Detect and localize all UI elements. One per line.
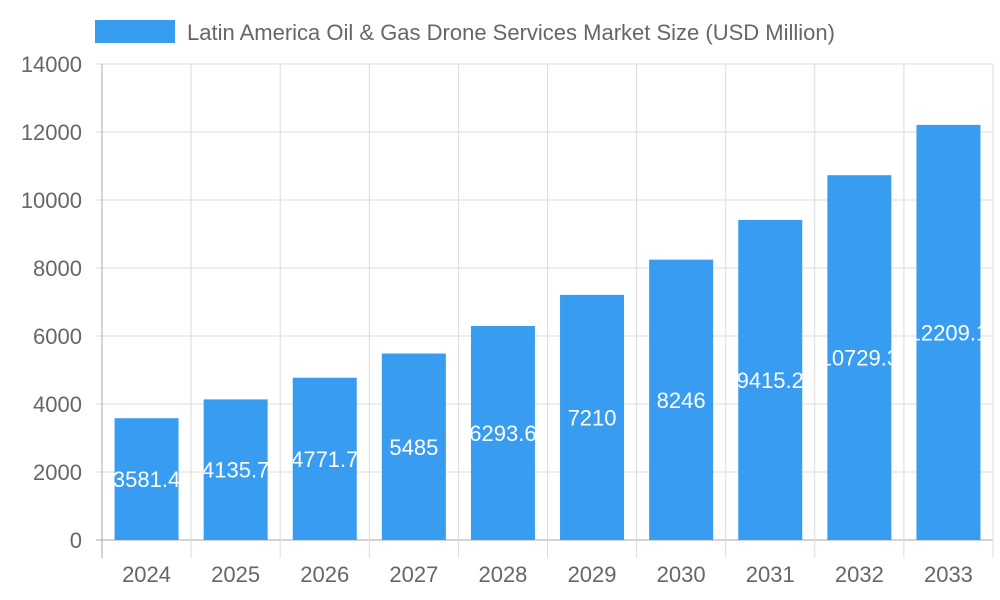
x-tick-label: 2024 bbox=[122, 562, 171, 587]
data-label: 3581.4 bbox=[113, 467, 180, 492]
y-tick-label: 6000 bbox=[33, 324, 82, 349]
data-label: 9415.2 bbox=[737, 368, 804, 393]
data-label: 5485 bbox=[389, 435, 438, 460]
data-label: 8246 bbox=[657, 388, 706, 413]
data-label: 7210 bbox=[568, 405, 617, 430]
y-tick-label: 4000 bbox=[33, 392, 82, 417]
data-label: 6293.6 bbox=[469, 421, 536, 446]
bar bbox=[292, 377, 357, 540]
bar bbox=[203, 399, 268, 540]
bar bbox=[560, 294, 625, 540]
legend[interactable]: Latin America Oil & Gas Drone Services M… bbox=[95, 20, 835, 45]
data-label: 12209.1 bbox=[909, 320, 989, 345]
x-tick-label: 2032 bbox=[835, 562, 884, 587]
bar bbox=[827, 175, 892, 540]
bar bbox=[916, 124, 981, 541]
x-tick-label: 2027 bbox=[389, 562, 438, 587]
bar bbox=[381, 353, 446, 540]
y-tick-label: 14000 bbox=[21, 52, 82, 77]
x-tick-label: 2030 bbox=[657, 562, 706, 587]
x-tick-label: 2028 bbox=[478, 562, 527, 587]
y-tick-label: 8000 bbox=[33, 256, 82, 281]
data-label: 10729.3 bbox=[820, 346, 900, 371]
bar bbox=[114, 418, 179, 540]
bar bbox=[470, 326, 535, 540]
bar bbox=[649, 259, 714, 540]
x-tick-label: 2026 bbox=[300, 562, 349, 587]
y-tick-label: 0 bbox=[70, 528, 82, 553]
y-tick-label: 10000 bbox=[21, 188, 82, 213]
x-tick-label: 2031 bbox=[746, 562, 795, 587]
x-tick-label: 2025 bbox=[211, 562, 260, 587]
x-tick-label: 2029 bbox=[568, 562, 617, 587]
x-tick-label: 2033 bbox=[924, 562, 973, 587]
legend-label: Latin America Oil & Gas Drone Services M… bbox=[187, 20, 835, 45]
y-tick-label: 2000 bbox=[33, 460, 82, 485]
legend-swatch bbox=[95, 20, 175, 43]
data-label: 4135.7 bbox=[202, 458, 269, 483]
data-label: 4771.7 bbox=[291, 447, 358, 472]
bar bbox=[738, 219, 803, 541]
y-tick-label: 12000 bbox=[21, 120, 82, 145]
